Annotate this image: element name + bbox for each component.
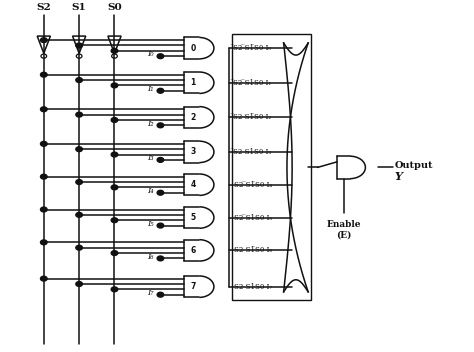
Circle shape [76, 43, 82, 48]
Circle shape [111, 83, 118, 88]
Text: I₃: I₃ [147, 154, 154, 162]
Text: I₇: I₇ [147, 289, 154, 297]
Text: I₁: I₁ [147, 85, 154, 93]
Text: ̅S2 S1S0 I₃: ̅S2 S1S0 I₃ [234, 148, 272, 156]
Text: 4: 4 [191, 180, 196, 189]
Text: I₆: I₆ [147, 253, 154, 261]
Text: S2 S1S0 I₇: S2 S1S0 I₇ [234, 283, 272, 291]
Circle shape [76, 78, 82, 82]
Text: I₂: I₂ [147, 120, 154, 128]
Circle shape [40, 240, 47, 245]
Text: Enable
(E): Enable (E) [327, 220, 361, 239]
Circle shape [76, 147, 82, 152]
Circle shape [40, 72, 47, 77]
Text: S2: S2 [36, 3, 51, 12]
Text: Y: Y [395, 171, 403, 182]
Text: 2: 2 [191, 113, 196, 122]
Circle shape [40, 142, 47, 146]
Text: S2 S1̅S0 I₆: S2 S1̅S0 I₆ [234, 246, 272, 254]
Circle shape [40, 207, 47, 212]
Text: Output: Output [395, 161, 433, 170]
Circle shape [40, 38, 47, 43]
Circle shape [111, 118, 118, 122]
Circle shape [157, 292, 164, 297]
Circle shape [111, 185, 118, 190]
Text: S2 ̅S1S0 I₅: S2 ̅S1S0 I₅ [234, 214, 272, 221]
Circle shape [157, 123, 164, 128]
Circle shape [157, 223, 164, 228]
Circle shape [76, 180, 82, 184]
Circle shape [76, 213, 82, 217]
Circle shape [76, 245, 82, 250]
Circle shape [157, 157, 164, 162]
Circle shape [111, 49, 118, 53]
Text: S2 ̅S1̅S0 I₄: S2 ̅S1̅S0 I₄ [234, 181, 272, 189]
Circle shape [157, 256, 164, 261]
Circle shape [111, 251, 118, 256]
Circle shape [111, 287, 118, 292]
Text: ̅S2 ̅S1S0 I₁: ̅S2 ̅S1S0 I₁ [234, 79, 272, 87]
Text: I₅: I₅ [147, 220, 154, 228]
Circle shape [157, 190, 164, 195]
Text: I₀: I₀ [147, 50, 154, 58]
Circle shape [111, 218, 118, 222]
Circle shape [40, 174, 47, 179]
Text: S1: S1 [72, 3, 87, 12]
Text: ̅S2 S1̅S0 I₂: ̅S2 S1̅S0 I₂ [234, 113, 272, 121]
Circle shape [40, 276, 47, 281]
Circle shape [40, 107, 47, 112]
Text: 3: 3 [191, 147, 196, 156]
Bar [232, 34, 310, 301]
Text: 6: 6 [191, 246, 196, 255]
Circle shape [76, 282, 82, 287]
Text: S0: S0 [107, 3, 122, 12]
Circle shape [111, 152, 118, 157]
Text: 0: 0 [191, 44, 196, 53]
Text: I₄: I₄ [147, 187, 154, 195]
Circle shape [157, 54, 164, 59]
Text: 5: 5 [191, 213, 196, 222]
Text: 7: 7 [191, 282, 196, 291]
Text: 1: 1 [191, 78, 196, 87]
Text: ̅S2 ̅S1̅S0 I₀: ̅S2 ̅S1̅S0 I₀ [234, 44, 272, 52]
Circle shape [76, 112, 82, 117]
Circle shape [157, 88, 164, 93]
